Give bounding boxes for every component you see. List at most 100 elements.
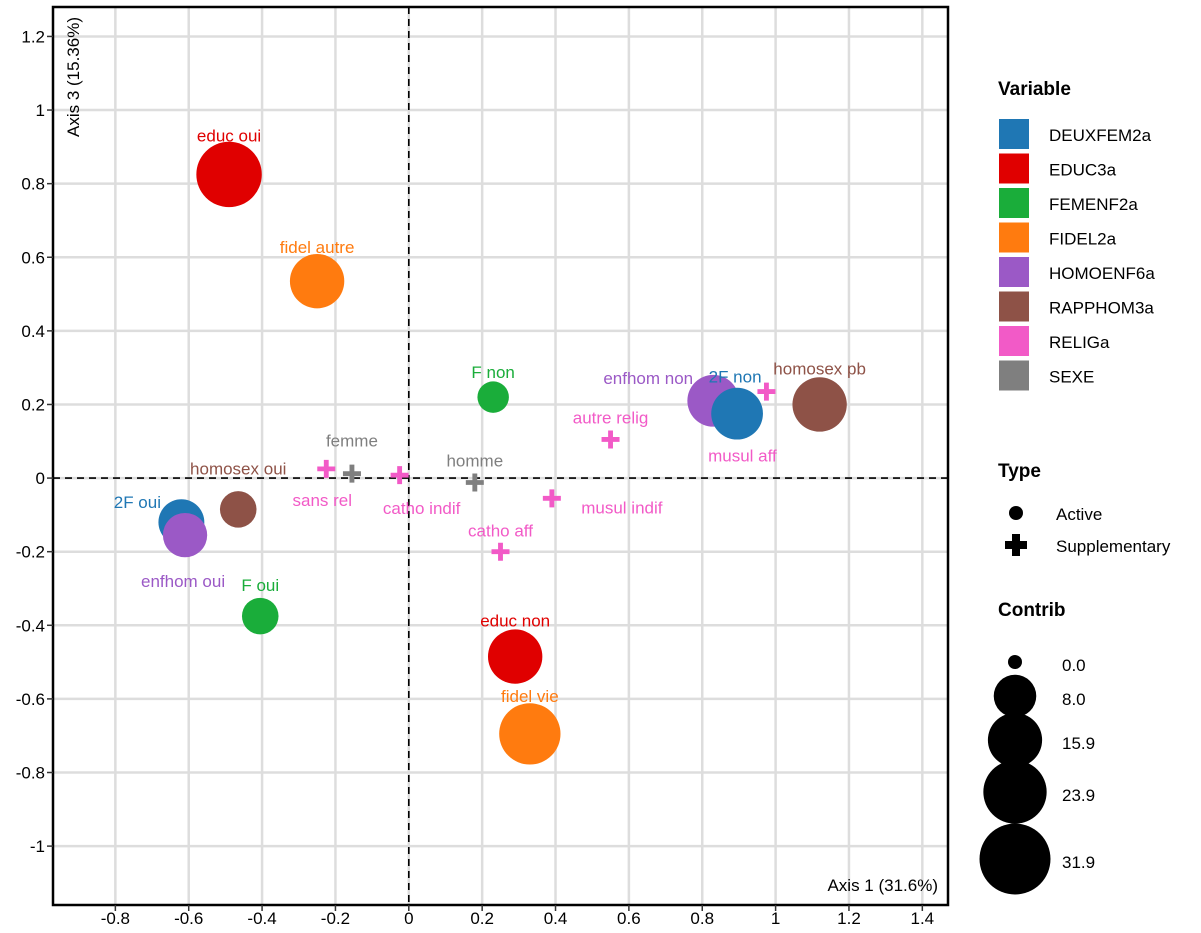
point-label: F non [471, 363, 514, 382]
point-label: catho indif [383, 499, 461, 518]
x-axis-ticks: -0.8 -0.6 -0.4 -0.2 0 0.2 0.4 0.6 0.8 1 1.2 1.4 [101, 905, 934, 928]
legend-supplementary-symbol [1005, 534, 1027, 556]
legend-type-title: Type [998, 461, 1041, 482]
legend-contrib-symbol [979, 823, 1051, 895]
point-label: educ non [480, 612, 550, 631]
legend-label: FEMENF2a [1049, 195, 1138, 214]
point-sans-rel [317, 459, 336, 478]
point-autre-relig [601, 430, 620, 449]
x-tick-label: -0.4 [247, 909, 276, 928]
legend: Variable DEUXFEM2a EDUC3a FEMENF2a FIDEL2a H… [979, 79, 1171, 895]
point-label: educ oui [197, 126, 261, 145]
legend-key-DEUXFEM2a [999, 119, 1029, 149]
legend-contrib-title: Contrib [998, 600, 1066, 621]
legend-contrib-symbol [983, 760, 1047, 824]
legend-contrib-label: 15.9 [1062, 734, 1095, 753]
legend-contrib-label: 8.0 [1062, 690, 1086, 709]
legend-label: HOMOENF6a [1049, 264, 1155, 283]
reference-lines [53, 7, 948, 905]
legend-contrib-label: 23.9 [1062, 786, 1095, 805]
legend-key-FIDEL2a [999, 222, 1029, 253]
point-label: autre relig [573, 408, 649, 427]
point-label: enfhom oui [141, 572, 225, 591]
y-tick-label: -0.6 [16, 690, 45, 709]
y-tick-label: 0.2 [21, 395, 45, 414]
legend-variable-entries: DEUXFEM2a EDUC3a FEMENF2a FIDEL2a HOMOENF6a R… [999, 119, 1155, 391]
legend-type-supplementary: Supplementary [1056, 537, 1171, 556]
y-tick-label: -0.8 [16, 764, 45, 783]
point-label: femme [326, 432, 378, 451]
point-catho-aff [491, 542, 510, 561]
point-labels: educ oui fidel autre F non enfhom non 2F non… [114, 126, 866, 705]
x-tick-label: -0.2 [321, 909, 350, 928]
legend-key-SEXE [999, 360, 1029, 391]
plot-border [51, 5, 950, 907]
legend-key-HOMOENF6a [999, 257, 1029, 287]
legend-key-FEMENF2a [999, 188, 1029, 218]
point-musul-indif [542, 489, 561, 508]
point-label: musul aff [708, 447, 777, 466]
x-tick-label: 1 [771, 909, 780, 928]
point-F-oui [241, 597, 279, 635]
point-homosex-pb [792, 377, 847, 432]
point-label: homme [446, 451, 503, 470]
legend-contrib-symbol [987, 712, 1043, 768]
point-label: F oui [241, 576, 279, 595]
point-2F-non [711, 387, 763, 440]
y-tick-label: -0.2 [16, 543, 45, 562]
point-homosex-oui [219, 491, 257, 528]
x-tick-label: -0.6 [174, 909, 203, 928]
y-tick-label: 0.4 [21, 322, 45, 341]
y-tick-label: 1 [36, 101, 45, 120]
x-axis-title: Axis 1 (31.6%) [827, 876, 938, 895]
point-label: musul indif [581, 498, 663, 517]
point-fidel-vie [499, 703, 561, 765]
legend-label: EDUC3a [1049, 161, 1117, 180]
x-tick-label: 0.8 [690, 909, 714, 928]
point-label: 2F non [709, 368, 762, 387]
point-label: homosex oui [190, 459, 286, 478]
point-femme [342, 464, 361, 483]
point-musul-aff [757, 382, 776, 401]
legend-contrib-label: 0.0 [1062, 656, 1086, 675]
point-educ-oui [196, 141, 262, 208]
y-axis-title: Axis 3 (15.36%) [64, 17, 83, 137]
y-axis-ticks: 1.2 1 0.8 0.6 0.4 0.2 0 -0.2 -0.4 -0.6 -0.8 -1 [16, 27, 53, 856]
point-label: sans rel [293, 491, 353, 510]
y-tick-label: 0.8 [21, 175, 45, 194]
point-F-non [477, 381, 509, 413]
legend-contrib-symbol [993, 674, 1037, 718]
legend-key-EDUC3a [999, 153, 1029, 184]
point-label: fidel autre [280, 238, 355, 257]
legend-key-RELIGa [999, 326, 1029, 356]
y-tick-label: 0.6 [21, 248, 45, 267]
y-tick-label: 1.2 [21, 27, 45, 46]
point-educ-non [487, 629, 543, 684]
point-fidel-autre [289, 254, 345, 309]
x-tick-label: 1.4 [911, 909, 935, 928]
legend-variable-title: Variable [998, 79, 1071, 100]
legend-label: FIDEL2a [1049, 230, 1117, 249]
x-tick-label: 1.2 [837, 909, 861, 928]
legend-label: RAPPHOM3a [1049, 299, 1154, 318]
legend-contrib-symbol [1008, 655, 1022, 669]
legend-key-RAPPHOM3a [999, 291, 1029, 322]
legend-label: SEXE [1049, 368, 1094, 387]
y-tick-label: -0.4 [16, 616, 45, 635]
point-label: fidel vie [501, 687, 559, 706]
x-tick-label: 0 [404, 909, 413, 928]
x-tick-label: -0.8 [101, 909, 130, 928]
legend-type-active: Active [1056, 505, 1102, 524]
legend-label: RELIGa [1049, 333, 1110, 352]
x-tick-label: 0.4 [544, 909, 568, 928]
point-label: 2F oui [114, 493, 161, 512]
legend-contrib-entries: 0.0 8.0 15.9 23.9 31.9 [979, 655, 1095, 895]
point-label: catho aff [468, 522, 533, 541]
legend-label: DEUXFEM2a [1049, 126, 1152, 145]
y-tick-label: 0 [36, 469, 45, 488]
x-tick-label: 0.6 [617, 909, 641, 928]
point-label: enfhom non [603, 369, 693, 388]
x-tick-label: 0.2 [470, 909, 494, 928]
legend-active-symbol [1009, 506, 1023, 520]
